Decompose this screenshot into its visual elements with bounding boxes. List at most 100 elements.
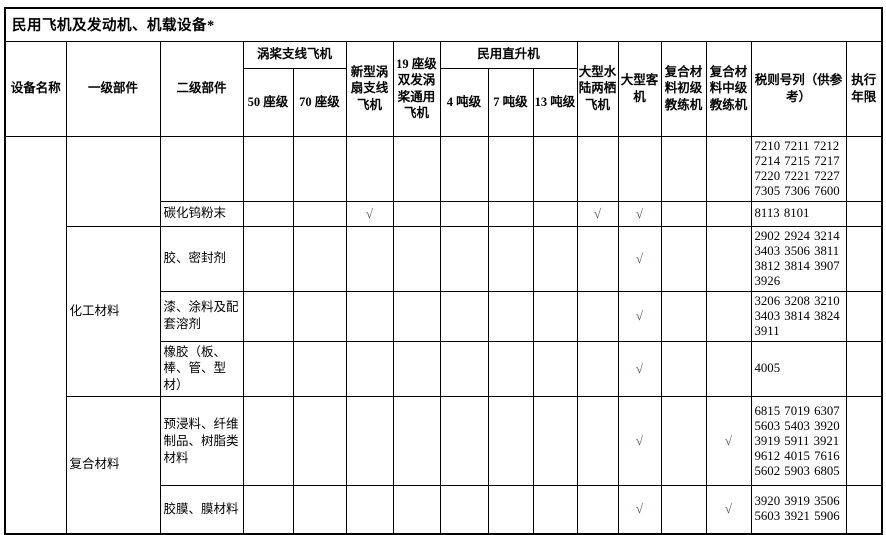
tariff-cell: 8113 8101 [750, 200, 847, 227]
check-cell-seat19 [392, 225, 441, 292]
check-cell-ton13 [532, 225, 578, 292]
check-cell-large-passenger: √ [617, 485, 662, 535]
check-cell-ton4 [439, 485, 489, 535]
check-cell-seat70 [292, 200, 347, 227]
col-header-composite-primary: 复合材料初级教练机 [660, 40, 707, 137]
check-cell-ton7 [487, 225, 534, 292]
check-cell-ton4 [439, 290, 489, 342]
col-header-seat19: 19 座级双发涡桨通用飞机 [392, 40, 441, 137]
check-cell-composite-intermediate [705, 340, 752, 398]
check-cell-ton7 [487, 200, 534, 227]
check-cell-large-passenger: √ [617, 340, 662, 398]
check-cell-ton7 [487, 135, 534, 202]
level2-cell: 胶膜、膜材料 [159, 485, 244, 535]
check-cell-seat70 [292, 135, 347, 202]
check-cell-seat70 [292, 485, 347, 535]
level2-cell: 预浸料、纤维制品、树脂类材料 [159, 396, 244, 487]
check-cell-seat19 [392, 200, 441, 227]
tariff-cell: 2902 2924 3214 3403 3506 3811 3812 3814 … [750, 225, 847, 292]
check-cell-composite-primary [660, 485, 707, 535]
group-header-helicopter: 民用直升机 [439, 40, 578, 69]
check-cell-amphibious [576, 485, 619, 535]
col-header-new-turbofan: 新型涡扇支线飞机 [345, 40, 394, 137]
check-cell-ton4 [439, 200, 489, 227]
check-cell-composite-intermediate: √ [705, 485, 752, 535]
header-group-row: 设备名称 一级部件 二级部件 涡桨支线飞机 新型涡扇支线飞机 19 座级双发涡桨… [4, 40, 883, 137]
col-header-years: 执行年限 [845, 40, 883, 137]
check-cell-seat19 [392, 135, 441, 202]
group-header-turboprop: 涡桨支线飞机 [242, 40, 347, 69]
tariff-cell: 3920 3919 3506 5603 3921 5906 [750, 485, 847, 535]
check-cell-ton7 [487, 290, 534, 342]
check-cell-ton4 [439, 396, 489, 487]
col-header-ton7: 7 吨级 [487, 67, 534, 137]
level1-cell: 化工材料 [65, 225, 161, 398]
table-title: 民用飞机及发动机、机载设备* [4, 7, 883, 42]
col-header-large-passenger: 大型客机 [617, 40, 662, 137]
check-cell-composite-primary [660, 225, 707, 292]
check-cell-seat70 [292, 396, 347, 487]
col-header-amphibious: 大型水陆两栖飞机 [576, 40, 619, 137]
check-cell-seat50 [242, 290, 294, 342]
check-cell-seat50 [242, 200, 294, 227]
check-cell-new-turbofan [345, 225, 394, 292]
level1-cell [65, 135, 161, 227]
check-cell-ton7 [487, 485, 534, 535]
check-cell-large-passenger: √ [617, 396, 662, 487]
title-row: 民用飞机及发动机、机载设备* [4, 7, 883, 42]
col-header-tariff: 税则号列（供参考） [750, 40, 847, 137]
check-cell-seat50 [242, 225, 294, 292]
check-cell-seat19 [392, 485, 441, 535]
check-cell-amphibious [576, 290, 619, 342]
tariff-cell: 7210 7211 7212 7214 7215 7217 7220 7221 … [750, 135, 847, 202]
table-body: 7210 7211 7212 7214 7215 7217 7220 7221 … [4, 135, 883, 535]
check-cell-composite-primary [660, 135, 707, 202]
tariff-cell: 4005 [750, 340, 847, 398]
col-header-seat50: 50 座级 [242, 67, 294, 137]
check-cell-ton4 [439, 225, 489, 292]
check-cell-ton13 [532, 290, 578, 342]
check-cell-new-turbofan [345, 396, 394, 487]
years-cell [845, 340, 883, 398]
check-cell-amphibious [576, 135, 619, 202]
check-cell-composite-intermediate [705, 200, 752, 227]
document-page: 民用飞机及发动机、机载设备* 设备名称 一级部件 二级部件 涡桨支线飞机 新型涡… [4, 7, 883, 535]
check-cell-ton4 [439, 135, 489, 202]
table-row: 漆、涂料及配套溶剂 √ 3206 3208 3210 3403 3814 3824 … [5, 290, 883, 342]
table-row: 化工材料 胶、密封剂 √ 2902 2924 3214 3403 3506 3811 … [5, 225, 883, 398]
check-cell-amphibious [576, 396, 619, 487]
check-cell-seat50 [242, 485, 294, 535]
check-cell-large-passenger [617, 135, 662, 202]
level2-cell: 漆、涂料及配套溶剂 [159, 290, 244, 342]
check-cell-composite-primary [660, 200, 707, 227]
check-cell-composite-intermediate [705, 135, 752, 202]
col-header-ton4: 4 吨级 [439, 67, 489, 137]
years-cell [845, 290, 883, 342]
check-cell-seat50 [242, 135, 294, 202]
check-cell-seat70 [292, 290, 347, 342]
col-header-level2: 二级部件 [159, 40, 244, 137]
check-cell-seat50 [242, 340, 294, 398]
years-cell [845, 396, 883, 487]
check-cell-new-turbofan [345, 340, 394, 398]
table-row: 复合材料 预浸料、纤维制品、树脂类材料 √ √ 6815 7019 6307 5603 … [5, 396, 883, 535]
check-cell-composite-primary [660, 290, 707, 342]
check-cell-composite-intermediate [705, 290, 752, 342]
check-cell-composite-primary [660, 396, 707, 487]
table-row: 7210 7211 7212 7214 7215 7217 7220 7221 … [4, 135, 883, 535]
check-cell-composite-primary [660, 340, 707, 398]
check-cell-seat70 [292, 225, 347, 292]
table-row: 橡胶（板、棒、管、型材） √ 4005 [5, 340, 883, 398]
check-cell-composite-intermediate: √ [705, 396, 752, 487]
col-header-device-name: 设备名称 [4, 40, 67, 137]
check-cell-ton13 [532, 396, 578, 487]
check-cell-ton13 [532, 340, 578, 398]
tariff-cell: 6815 7019 6307 5603 5403 3920 3919 5911 … [750, 396, 847, 487]
level2-cell: 橡胶（板、棒、管、型材） [159, 340, 244, 398]
check-cell-large-passenger: √ [617, 225, 662, 292]
aircraft-equipment-table: 民用飞机及发动机、机载设备* 设备名称 一级部件 二级部件 涡桨支线飞机 新型涡… [4, 7, 883, 535]
col-header-level1: 一级部件 [65, 40, 161, 137]
check-cell-ton13 [532, 200, 578, 227]
device-name-cell [4, 135, 67, 535]
check-cell-new-turbofan [345, 135, 394, 202]
